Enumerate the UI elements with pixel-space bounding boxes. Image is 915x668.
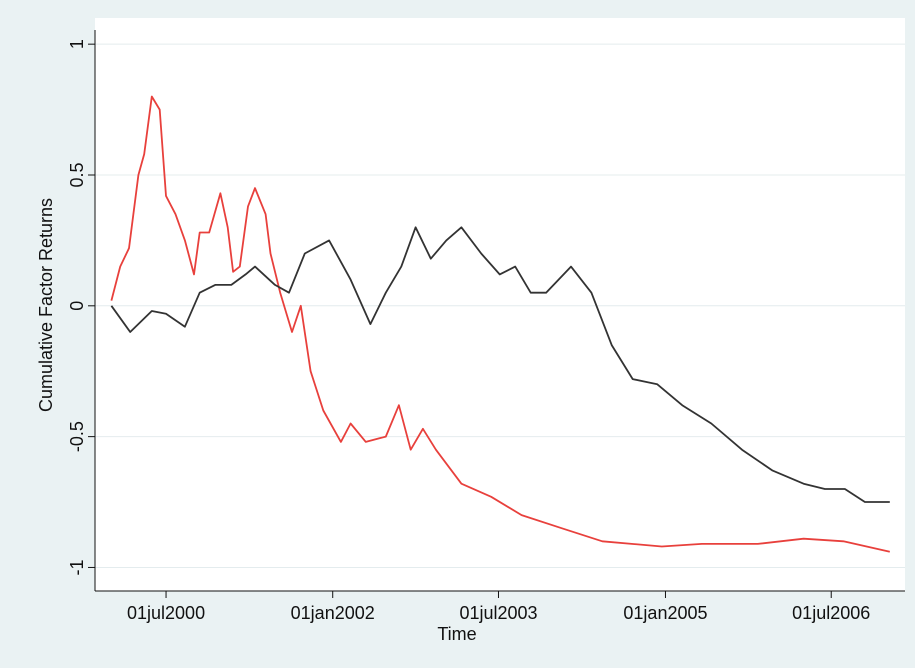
series-line <box>110 226 890 503</box>
x-axis-title: Time <box>437 624 476 644</box>
plot-area <box>95 18 905 591</box>
x-tick-label: 01jul2006 <box>792 603 870 623</box>
x-tick-label: 01jul2000 <box>127 603 205 623</box>
y-tick-label: 1 <box>67 39 87 49</box>
series-line <box>110 95 890 553</box>
x-tick-label: 01jan2005 <box>623 603 707 623</box>
y-tick-label: 0.5 <box>67 162 87 187</box>
y-tick-label: -1 <box>67 559 87 575</box>
y-axis-title: Cumulative Factor Returns <box>36 198 56 412</box>
y-tick-label: 0 <box>67 301 87 311</box>
x-tick-label: 01jul2003 <box>459 603 537 623</box>
x-tick-label: 01jan2002 <box>291 603 375 623</box>
y-tick-label: -0.5 <box>67 421 87 452</box>
